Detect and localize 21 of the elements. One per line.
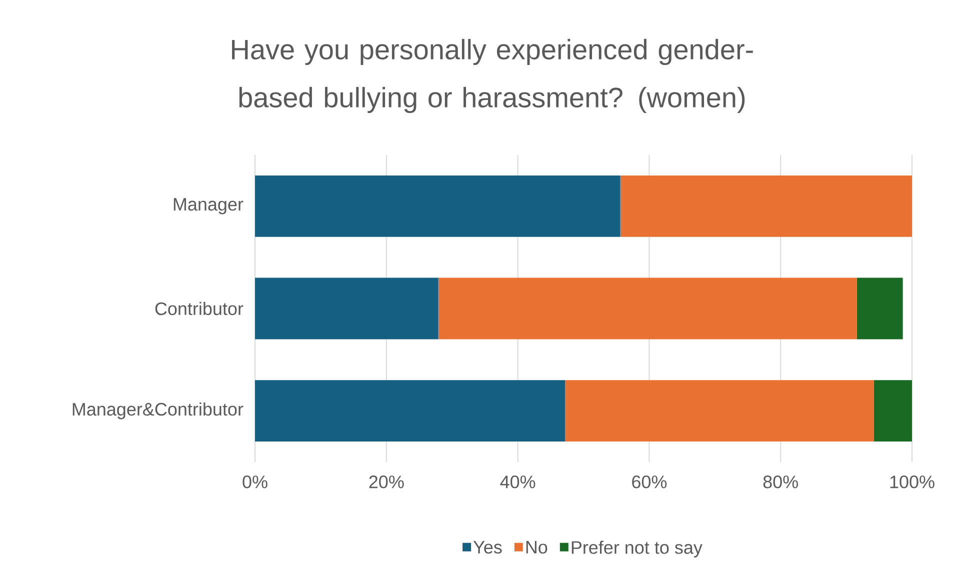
chart-title: Have you personally experienced gender-based bullying or harassment? (women) — [232, 38, 753, 114]
bar — [874, 380, 912, 442]
bar — [255, 175, 620, 237]
bar — [856, 278, 903, 340]
y-tick-label: Manager&Contributor — [72, 402, 244, 420]
legend-label: Prefer not to say — [572, 540, 702, 558]
y-tick-label: Manager — [174, 198, 244, 214]
bar — [565, 380, 874, 442]
bar — [438, 278, 857, 340]
x-tick-label: 40% — [500, 476, 536, 488]
y-tick-label: Contributor — [155, 302, 244, 316]
bar — [255, 380, 566, 442]
x-tick-label: 20% — [369, 476, 404, 488]
legend-label: Yes — [473, 541, 502, 554]
legend-label: No — [526, 541, 548, 554]
x-tick-label: 60% — [632, 476, 667, 488]
bar — [620, 175, 912, 237]
bar — [255, 278, 438, 340]
x-tick-label: 100% — [890, 476, 934, 488]
x-tick-label: 0% — [242, 476, 268, 488]
x-tick-label: 80% — [763, 476, 798, 488]
